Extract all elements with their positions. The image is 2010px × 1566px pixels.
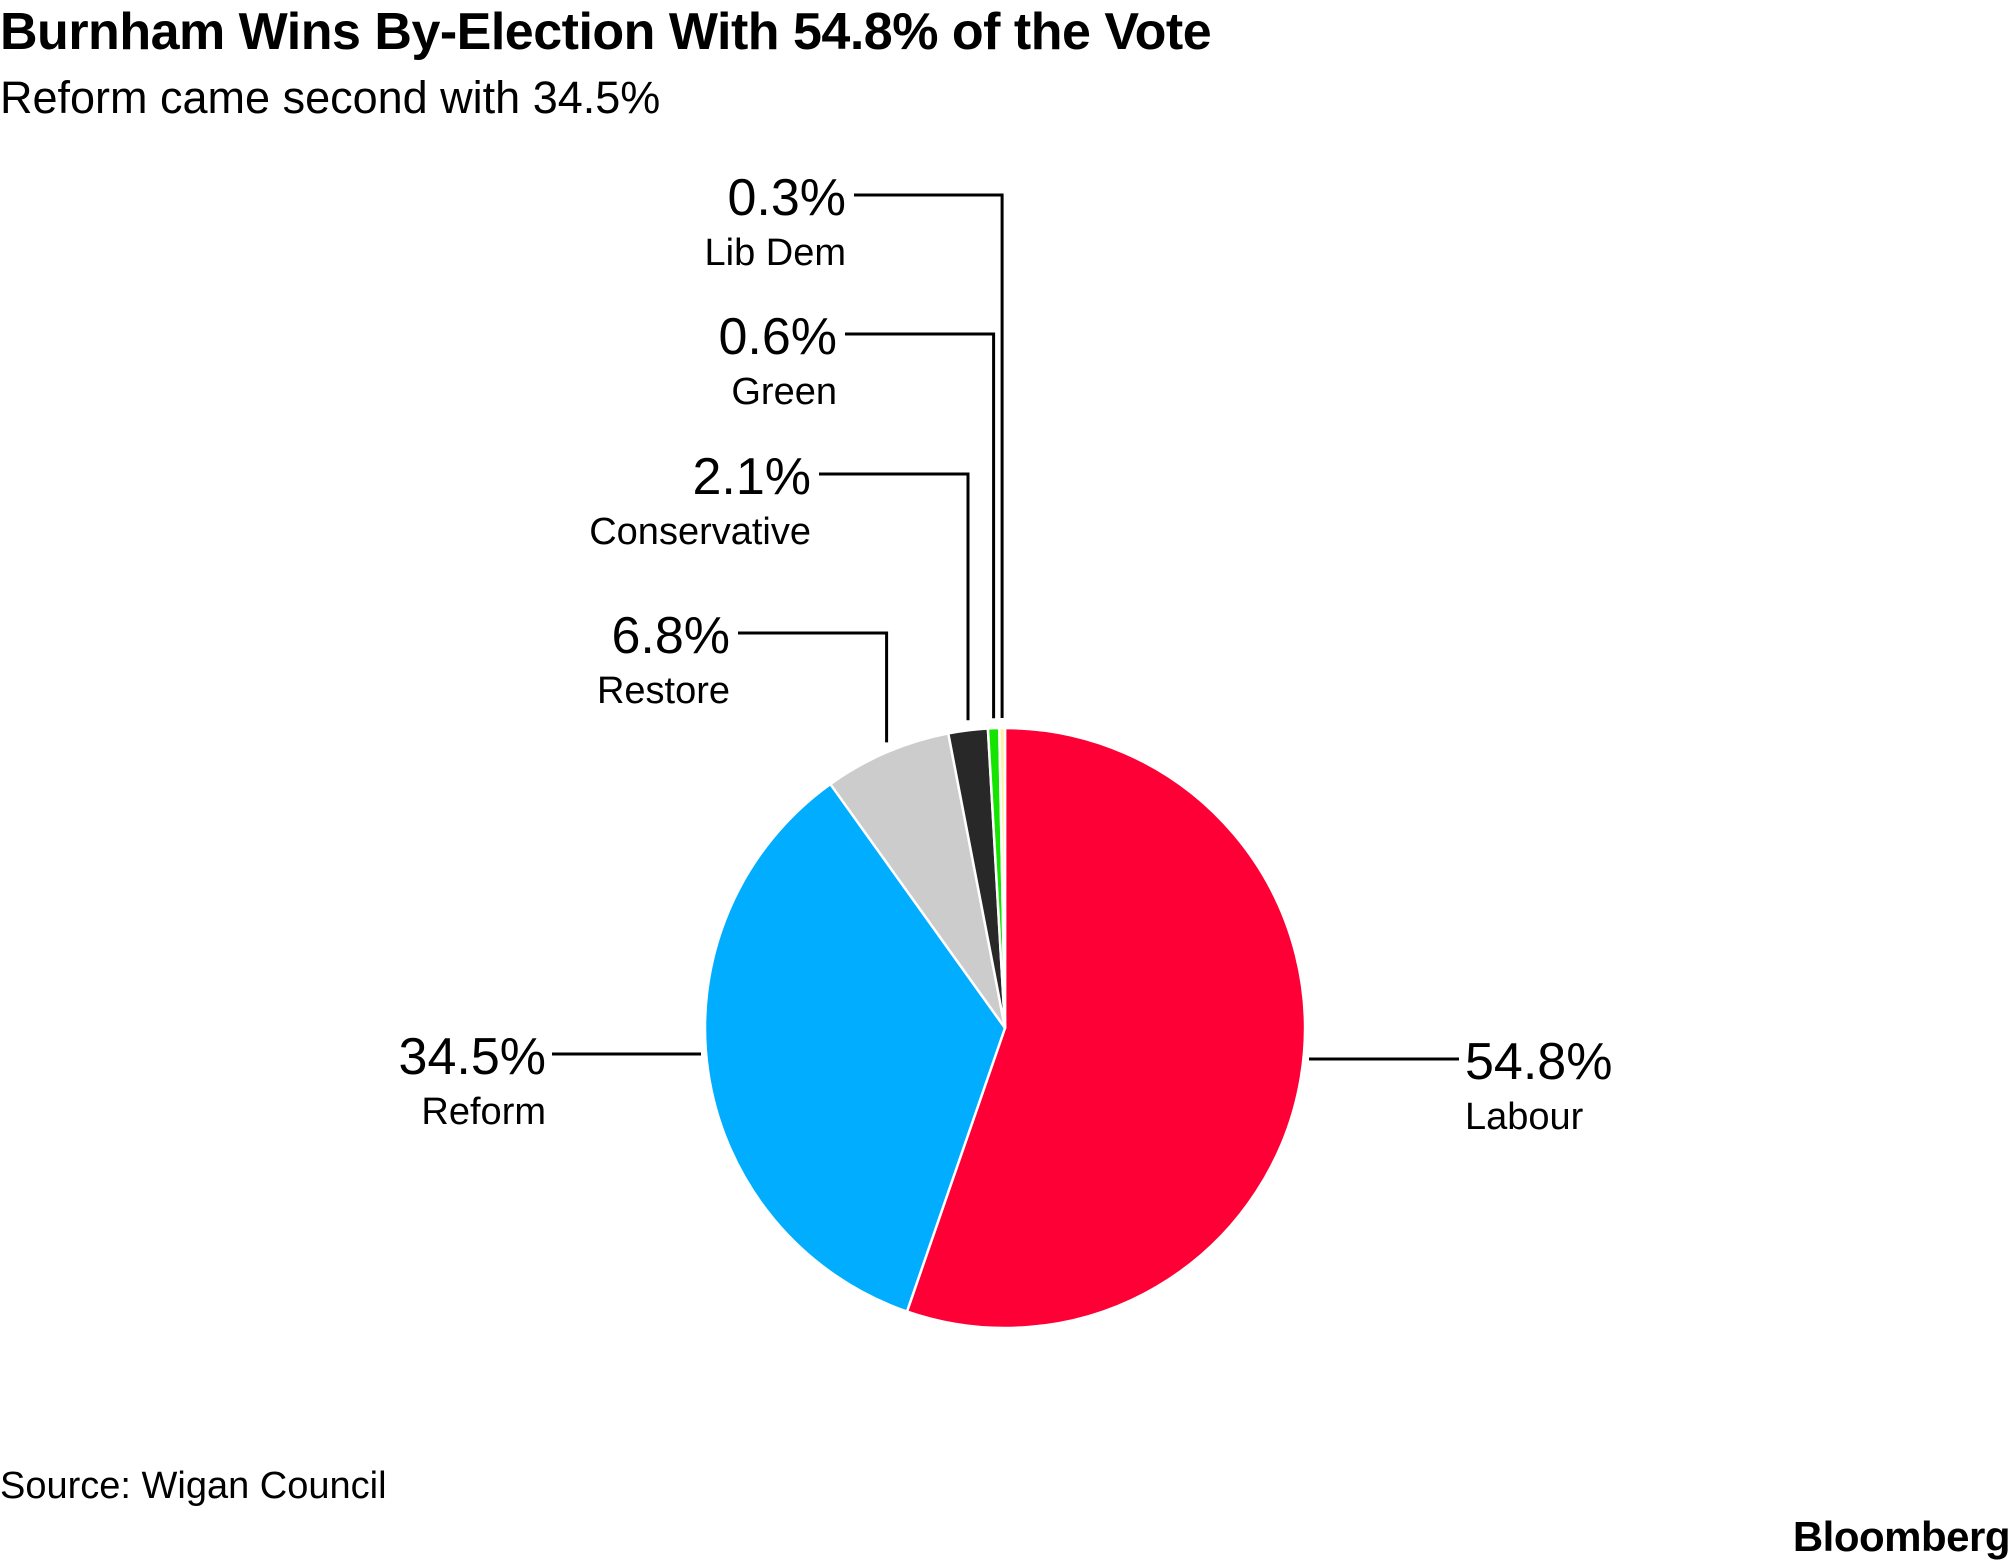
value-label-labour: 54.8%: [1465, 1033, 1612, 1091]
leader-line-lib-dem: [854, 193, 1004, 718]
category-label-conservative: Conservative: [589, 511, 811, 553]
category-label-restore: Restore: [597, 670, 730, 712]
leader-line-conservative: [819, 472, 970, 721]
value-label-reform: 34.5%: [399, 1028, 546, 1086]
pie-slice-reform: [703, 782, 1007, 1313]
chart-title: Burnham Wins By-Election With 54.8% of t…: [0, 3, 1212, 61]
category-label-labour: Labour: [1465, 1096, 1584, 1138]
category-label-green: Green: [731, 371, 837, 413]
value-label-green: 0.6%: [718, 308, 837, 366]
value-label-restore: 6.8%: [611, 607, 730, 665]
bloomberg-logo: Bloomberg: [1792, 1513, 2010, 1560]
leader-line-restore: [738, 631, 889, 743]
leader-line-green: [845, 332, 996, 719]
category-label-reform: Reform: [421, 1091, 546, 1133]
pie-slice-lib-dem: [998, 726, 1007, 1030]
chart-subtitle: Reform came second with 34.5%: [0, 72, 661, 123]
value-label-conservative: 2.1%: [692, 448, 811, 506]
category-label-lib-dem: Lib Dem: [705, 232, 847, 274]
pie-slice-labour: [905, 726, 1307, 1330]
source-note: Source: Wigan Council: [0, 1465, 387, 1507]
value-label-lib-dem: 0.3%: [727, 169, 846, 227]
